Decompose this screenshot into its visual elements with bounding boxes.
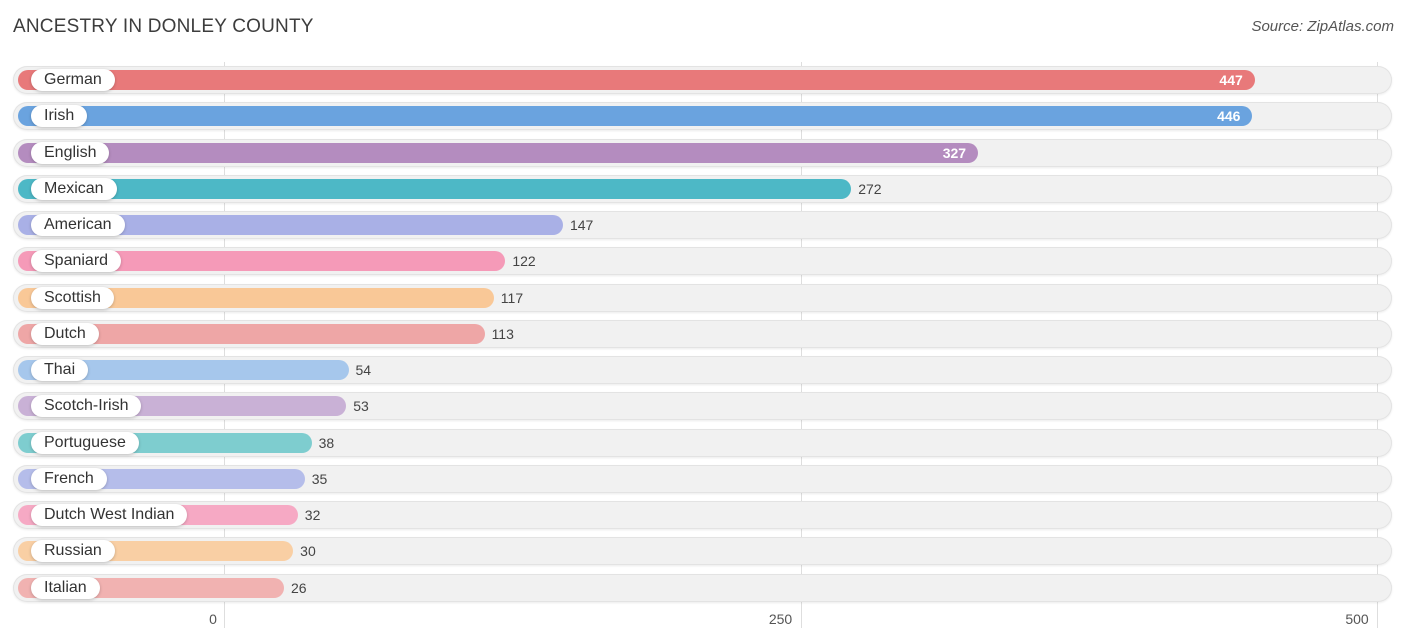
value-label: 32 — [304, 507, 321, 523]
x-tick-label: 500 — [1345, 611, 1369, 627]
bar-english — [18, 142, 979, 163]
category-label: Russian — [31, 540, 115, 563]
bar-mexican — [18, 178, 852, 199]
bar-irish — [18, 106, 1253, 127]
value-label: 113 — [491, 325, 514, 342]
category-label: Scotch-Irish — [31, 395, 142, 418]
category-label: American — [31, 214, 125, 236]
value-label: 26 — [290, 579, 307, 596]
bar-spaniard — [18, 251, 506, 272]
value-label: 30 — [300, 543, 316, 560]
category-label: Spaniard — [31, 250, 122, 273]
value-label: 117 — [500, 289, 524, 306]
value-label: 53 — [353, 398, 369, 415]
category-label: Scottish — [31, 286, 114, 309]
chart-title: ANCESTRY IN DONLEY COUNTY — [13, 16, 314, 37]
category-label: English — [31, 141, 110, 164]
category-label: Portuguese — [31, 431, 139, 454]
category-label: Thai — [31, 359, 89, 381]
bar-thai — [18, 360, 349, 380]
category-label: Mexican — [31, 177, 117, 200]
category-label: French — [31, 467, 107, 490]
value-label: 54 — [355, 362, 372, 378]
value-label: 147 — [569, 217, 594, 233]
x-tick-label: 0 — [209, 611, 217, 627]
x-tick-label: 250 — [768, 611, 793, 627]
category-label: Italian — [31, 576, 100, 599]
value-label: 447 — [1219, 72, 1243, 88]
bar-dutch — [18, 323, 485, 344]
category-label: Dutch West Indian — [31, 504, 188, 526]
value-label: 122 — [512, 253, 536, 270]
value-label: 446 — [1217, 108, 1241, 125]
bar-scottish — [18, 287, 494, 308]
value-label: 327 — [942, 144, 967, 161]
category-label: Irish — [31, 105, 88, 128]
category-label: Dutch — [31, 322, 99, 345]
bar-german — [18, 70, 1255, 90]
value-label: 35 — [311, 470, 328, 487]
chart-source: Source: ZipAtlas.com — [1251, 18, 1394, 35]
bar-american — [18, 215, 563, 235]
category-label: German — [31, 69, 115, 91]
value-label: 272 — [858, 180, 882, 197]
value-label: 38 — [318, 434, 335, 451]
